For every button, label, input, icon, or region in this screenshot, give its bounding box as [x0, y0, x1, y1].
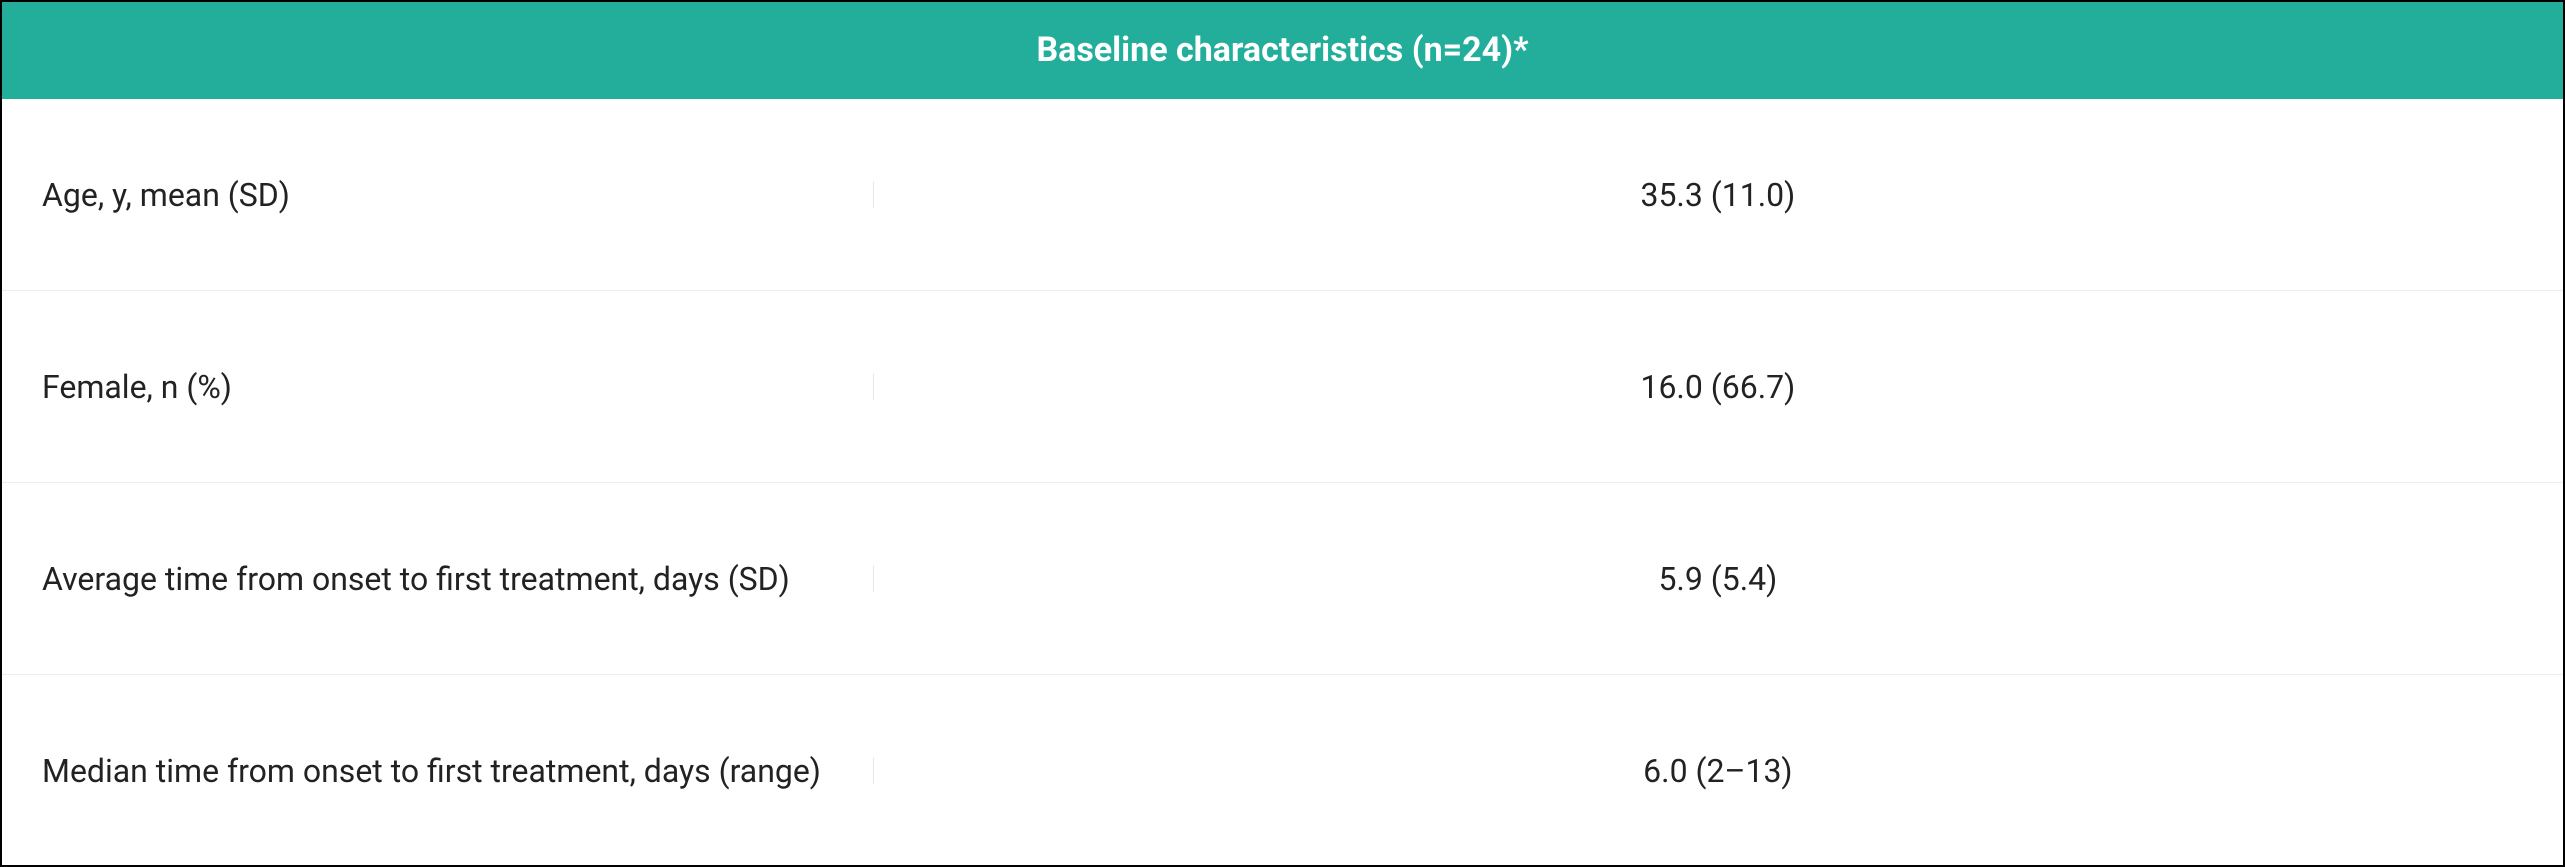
row-value: 16.0 (66.7) — [873, 368, 2563, 406]
row-value: 35.3 (11.0) — [873, 176, 2563, 214]
row-label: Female, n (%) — [2, 368, 873, 406]
row-value: 6.0 (2–13) — [873, 752, 2563, 790]
column-divider — [873, 373, 874, 400]
table-row: Female, n (%) 16.0 (66.7) — [2, 290, 2563, 482]
row-value: 5.9 (5.4) — [873, 560, 2563, 598]
table-header-text: Baseline characteristics (n=24)* — [1036, 30, 1528, 70]
column-divider — [873, 757, 874, 784]
row-value-text: 35.3 (11.0) — [1640, 176, 1795, 214]
table-row: Average time from onset to first treatme… — [2, 482, 2563, 674]
baseline-characteristics-table: Baseline characteristics (n=24)* Age, y,… — [0, 0, 2565, 867]
row-label: Average time from onset to first treatme… — [2, 560, 873, 598]
table-header: Baseline characteristics (n=24)* — [2, 2, 2563, 99]
row-label: Age, y, mean (SD) — [2, 176, 873, 214]
row-value-text: 16.0 (66.7) — [1640, 368, 1795, 406]
row-value-text: 5.9 (5.4) — [1658, 560, 1777, 598]
table-body: Age, y, mean (SD) 35.3 (11.0) Female, n … — [2, 99, 2563, 866]
table-row: Median time from onset to first treatmen… — [2, 674, 2563, 866]
column-divider — [873, 565, 874, 592]
table-row: Age, y, mean (SD) 35.3 (11.0) — [2, 99, 2563, 290]
row-label: Median time from onset to first treatmen… — [2, 752, 873, 790]
row-value-text: 6.0 (2–13) — [1643, 752, 1792, 790]
column-divider — [873, 181, 874, 208]
